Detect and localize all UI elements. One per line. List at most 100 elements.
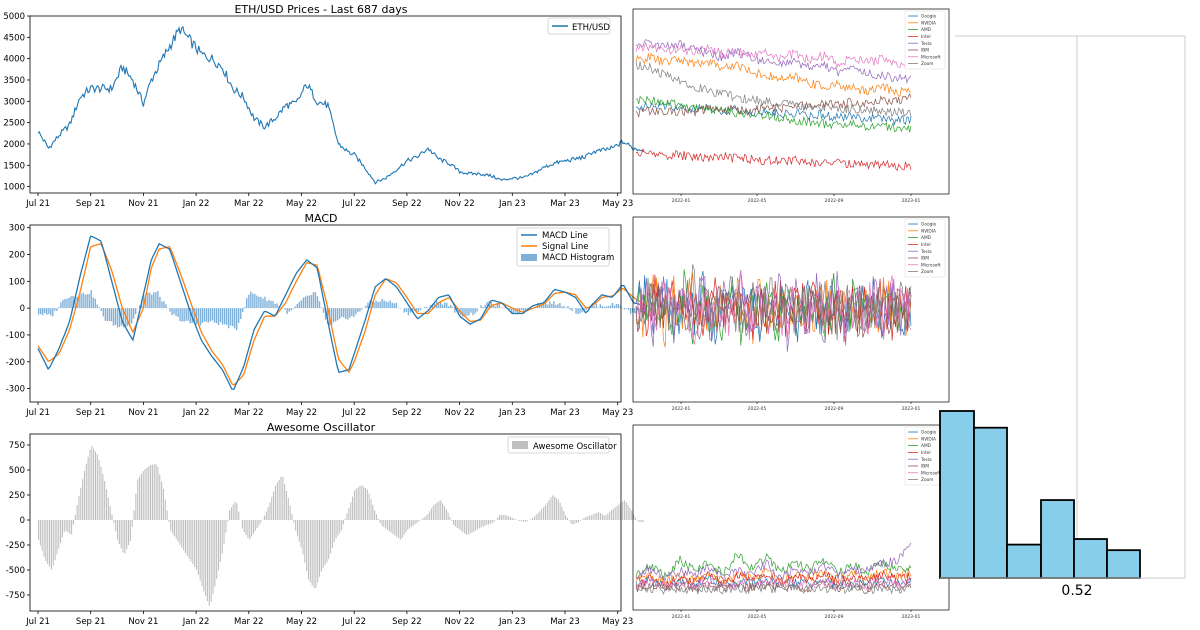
macd-histogram-bar bbox=[361, 308, 363, 310]
x-tick-label: Mar 23 bbox=[550, 199, 580, 209]
macd-histogram-bar bbox=[260, 296, 262, 309]
ao-bar bbox=[131, 520, 133, 527]
macd-histogram-bar bbox=[183, 308, 185, 322]
macd-histogram-bar bbox=[171, 308, 173, 316]
ao-bar bbox=[96, 454, 98, 520]
ao-bar bbox=[563, 511, 565, 520]
ao-bar bbox=[565, 515, 567, 520]
ao-bar bbox=[284, 483, 286, 520]
macd-histogram-bar bbox=[181, 308, 183, 322]
ao-bar bbox=[610, 510, 613, 520]
ao-bar bbox=[381, 520, 383, 526]
x-tick-label: May 22 bbox=[286, 617, 317, 627]
ao-bar bbox=[555, 498, 557, 520]
macd-histogram-bar bbox=[286, 308, 288, 314]
ao-bar bbox=[243, 520, 245, 533]
macd-histogram-bar bbox=[563, 306, 565, 309]
macd-histogram-bar bbox=[213, 308, 216, 323]
stock-chart-3: 2022-01 2022-05 2022-09 2023-01 GoogleNVIDI… bbox=[632, 424, 950, 620]
macd-histogram-bar bbox=[349, 308, 351, 318]
histogram-bar bbox=[1106, 549, 1141, 579]
macd-histogram-bar bbox=[403, 308, 406, 313]
ao-bar bbox=[497, 517, 499, 520]
ao-bar bbox=[302, 520, 304, 555]
legend-box bbox=[904, 10, 946, 70]
ao-bar bbox=[550, 497, 552, 520]
macd-histogram-bar bbox=[605, 306, 608, 309]
macd-histogram-bar bbox=[219, 308, 222, 323]
macd-histogram-bar bbox=[393, 303, 395, 309]
ao-bar bbox=[618, 504, 620, 520]
ao-bar bbox=[93, 448, 95, 520]
ao-bar bbox=[249, 520, 251, 540]
ao-bar bbox=[598, 512, 600, 520]
ao-bar bbox=[605, 515, 607, 520]
ao-bar bbox=[313, 520, 315, 589]
ao-bar bbox=[245, 520, 247, 536]
stock-line-microsoft bbox=[635, 270, 912, 345]
ao-bar bbox=[475, 520, 477, 531]
ao-bar bbox=[82, 479, 84, 520]
x-tick-label: Jul 22 bbox=[341, 617, 366, 627]
ao-bar bbox=[232, 504, 234, 520]
x-tick-label: 2022-05 bbox=[748, 198, 767, 204]
macd-histogram-bar bbox=[256, 295, 258, 309]
ao-bar bbox=[508, 516, 510, 520]
ao-bar bbox=[72, 520, 74, 525]
macd-histogram-bar bbox=[454, 308, 456, 313]
x-tick-label: 2023-01 bbox=[902, 406, 921, 412]
ao-bar bbox=[438, 501, 440, 520]
ao-bar bbox=[146, 467, 148, 520]
ao-bar bbox=[596, 512, 598, 520]
ao-bar bbox=[227, 520, 229, 522]
ao-bar bbox=[612, 508, 614, 520]
ao-bar bbox=[616, 505, 618, 520]
x-tick-label: Jul 21 bbox=[25, 617, 50, 627]
ao-bar bbox=[142, 471, 144, 520]
macd-histogram-bar bbox=[395, 302, 397, 309]
macd-histogram-bar bbox=[197, 308, 199, 325]
macd-histogram-bar bbox=[450, 305, 452, 309]
macd-histogram-bar bbox=[365, 305, 367, 309]
ao-bar bbox=[168, 520, 170, 522]
ao-bar bbox=[267, 507, 269, 520]
ao-bar bbox=[65, 520, 67, 531]
stock-line-zoom bbox=[635, 61, 912, 118]
ao-bar bbox=[206, 520, 209, 602]
macd-histogram-bar bbox=[617, 304, 620, 309]
ao-bar bbox=[203, 520, 205, 592]
ao-bar bbox=[544, 505, 546, 520]
macd-histogram-bar bbox=[581, 308, 583, 313]
legend-label: AMD bbox=[921, 443, 932, 449]
macd-histogram-bar bbox=[444, 302, 446, 309]
macd-histogram-bar bbox=[320, 307, 323, 309]
ao-bar bbox=[574, 520, 576, 524]
ao-bar bbox=[344, 518, 346, 520]
ao-bar bbox=[210, 520, 212, 602]
x-tick-label: 2022-01 bbox=[672, 614, 691, 620]
ao-bar bbox=[504, 515, 506, 520]
stock-legend-2: GoogleNVIDIAAMDIntelTeslaIBMMicrosoftZoo… bbox=[904, 218, 946, 278]
ao-bar bbox=[85, 463, 87, 520]
ao-bar bbox=[509, 516, 512, 520]
ao-bar bbox=[447, 512, 449, 520]
legend-box bbox=[904, 218, 946, 278]
macd-histogram-bar bbox=[547, 304, 549, 309]
ao-bar bbox=[476, 520, 479, 530]
ao-bar bbox=[140, 473, 142, 520]
ao-bar bbox=[403, 520, 405, 536]
macd-histogram-bar bbox=[139, 305, 141, 309]
macd-histogram-bar bbox=[48, 308, 50, 314]
macd-histogram-bar bbox=[44, 308, 46, 314]
stock-plot-frame-1 bbox=[632, 8, 950, 195]
ao-bar bbox=[601, 514, 603, 520]
legend-label: Google bbox=[921, 14, 937, 20]
y-tick-label: 5000 bbox=[3, 12, 25, 22]
macd-histogram-bar bbox=[153, 292, 155, 309]
macd-histogram-bar bbox=[599, 304, 602, 309]
macd-histogram-bar bbox=[118, 308, 121, 328]
ao-bar bbox=[583, 518, 585, 520]
ao-bar bbox=[118, 520, 120, 544]
ao-bar bbox=[335, 520, 337, 539]
y-tick-label: -200 bbox=[6, 358, 25, 368]
